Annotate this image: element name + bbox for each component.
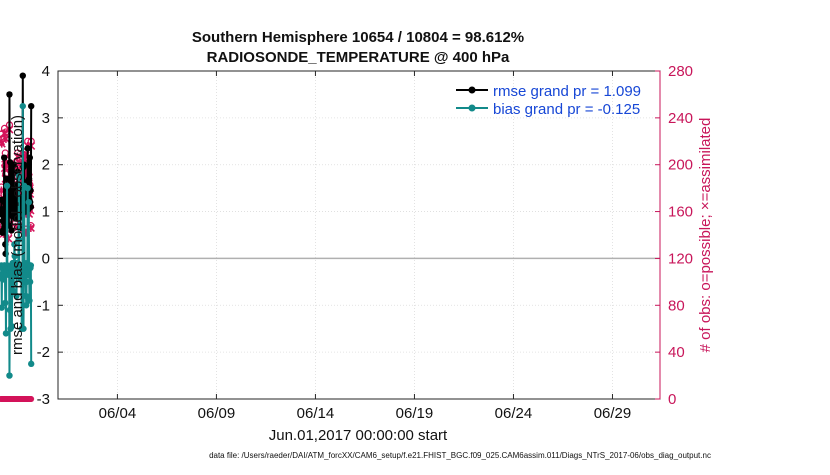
legend: rmse grand pr = 1.099 bias grand pr = -0… [456, 83, 641, 118]
bias-point [15, 236, 22, 243]
x-axis-label: Jun.01,2017 00:00:00 start [269, 427, 448, 444]
bias-point [27, 262, 35, 269]
bias-point [0, 304, 5, 311]
plot-area [58, 71, 660, 399]
rmse-point [10, 161, 17, 168]
y-tick-label-left: 1 [42, 204, 50, 221]
rmse-point [8, 191, 15, 199]
x-tick-label: 06/24 [495, 405, 533, 422]
bias-point [23, 302, 30, 309]
bias-point [26, 278, 34, 286]
y-tick-label-right: 200 [668, 157, 693, 174]
x-tick-label: 06/29 [594, 405, 632, 422]
rmse-point [28, 102, 35, 110]
bias-point [2, 299, 9, 307]
chart-title-line2: RADIOSONDE_TEMPERATURE @ 400 hPa [207, 49, 510, 66]
y-tick-label-right: 160 [668, 204, 693, 221]
bias-point [24, 184, 31, 192]
obs-assimilated-point [1, 134, 11, 144]
y-tick-label-left: 0 [42, 250, 50, 267]
legend-rmse-label: rmse grand pr = 1.099 [493, 83, 641, 100]
bias-point [28, 360, 35, 368]
rmse-point [25, 175, 33, 182]
y-tick-label-left: 2 [42, 157, 50, 174]
bias-point [19, 102, 26, 110]
bias-point [0, 276, 7, 283]
obs-assimilated-point [13, 152, 22, 161]
legend-rmse-marker [468, 86, 476, 94]
rmse-point [0, 217, 7, 225]
y-tick-label-left: 3 [42, 110, 50, 127]
series-layer [0, 72, 35, 379]
x-axis: 06/04 06/09 06/14 06/19 06/24 06/29 [99, 71, 632, 422]
legend-bias-label: bias grand pr = -0.125 [493, 101, 640, 118]
bias-point [25, 199, 32, 206]
y-axis-left-label: rmse and bias (model - observation) [9, 115, 26, 355]
y-tick-label-left: -3 [37, 391, 50, 408]
rmse-point [6, 91, 13, 98]
bias-point [6, 372, 13, 379]
bias-point [11, 252, 18, 260]
bias-point [3, 182, 11, 189]
y-tick-label-right: 80 [668, 297, 685, 314]
y-tick-label-left: -2 [37, 344, 50, 361]
bias-point [8, 271, 15, 279]
bias-point [2, 330, 10, 337]
bias-point [11, 241, 18, 248]
footnote: data file: /Users/raeder/DAI/ATM_forcXX/… [209, 451, 711, 460]
bias-point [24, 271, 32, 279]
y-tick-label-right: 120 [668, 250, 693, 267]
rmse-point [26, 154, 33, 161]
bias-point [26, 297, 33, 304]
x-tick-label: 06/04 [99, 405, 137, 422]
obs-zero-point [28, 396, 35, 402]
y-tick-label-right: 240 [668, 110, 693, 127]
bias-point [10, 288, 17, 295]
y-axis-right: 0 40 80 120 160 200 240 280 [655, 63, 693, 408]
x-tick-label: 06/19 [396, 405, 434, 422]
y-tick-label-left: -1 [37, 297, 50, 314]
obs-assimilated-point [0, 129, 9, 138]
bias-point [15, 173, 23, 180]
rmse-point [8, 227, 15, 234]
bias-point [22, 292, 30, 300]
rmse-point [24, 145, 31, 152]
y-tick-label-right: 40 [668, 344, 685, 361]
chart-title-line1: Southern Hemisphere 10654 / 10804 = 98.6… [192, 29, 524, 46]
rmse-point [0, 227, 7, 234]
bias-point [8, 323, 16, 330]
rmse-point [7, 177, 15, 185]
bias-point [6, 306, 14, 314]
bias-point [13, 292, 20, 300]
rmse-point [1, 154, 8, 161]
y-tick-label-right: 0 [668, 391, 676, 408]
x-tick-label: 06/09 [198, 405, 236, 422]
rmse-point [19, 72, 26, 79]
y-axis-left: -3 -2 -1 0 1 2 3 4 [37, 63, 63, 408]
y-axis-right-label: # of obs: o=possible; ×=assimilated [697, 118, 714, 353]
x-tick-label: 06/14 [297, 405, 335, 422]
y-tick-label-right: 280 [668, 63, 693, 80]
y-tick-label-left: 4 [42, 63, 50, 80]
legend-bias-marker [468, 104, 476, 112]
bias-point [20, 325, 27, 332]
